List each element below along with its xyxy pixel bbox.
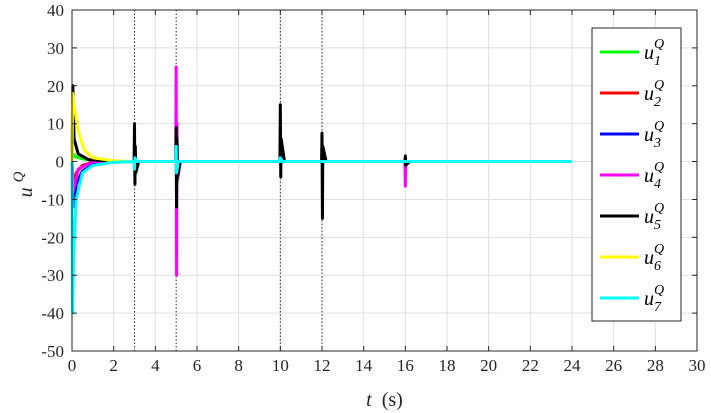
x-tick-label: 18 <box>439 356 456 375</box>
legend-entry-6: u6 Q <box>644 242 664 274</box>
y-tick-label: -20 <box>41 228 64 247</box>
y-axis-label: u Q <box>11 171 37 197</box>
legend-entry-base: u <box>644 83 654 105</box>
legend-entry-4: u4 Q <box>644 160 664 192</box>
legend-entry-sub: 6 <box>654 259 661 274</box>
x-tick-label: 14 <box>355 356 373 375</box>
legend-entry-sup: Q <box>654 78 664 93</box>
legend-entry-base: u <box>644 124 654 146</box>
x-tick-label: 16 <box>397 356 414 375</box>
legend-entry-3: u3 Q <box>644 119 664 151</box>
event-lines <box>134 10 323 351</box>
y-tick-label: 10 <box>47 115 64 134</box>
legend-entry-7: u7 Q <box>644 283 664 315</box>
x-tick-label: 8 <box>234 356 243 375</box>
legend-entry-sub: 7 <box>654 300 662 315</box>
legend-entry-sup: Q <box>654 201 664 216</box>
legend-entry-sup: Q <box>654 283 664 298</box>
legend-entry-sup: Q <box>654 160 664 175</box>
x-tick-label: 28 <box>647 356 664 375</box>
legend-entry-5: u5 Q <box>644 201 664 233</box>
legend-entry-base: u <box>644 42 654 64</box>
y-tick-label: -30 <box>41 266 64 285</box>
y-tick-label: -10 <box>41 190 64 209</box>
x-tick-label: 12 <box>314 356 331 375</box>
legend-entry-1: u1 Q <box>644 37 664 69</box>
y-axis-ticks: -50 -40 -30 -20 -10 0 10 20 30 40 <box>41 1 697 361</box>
legend-entry-base: u <box>644 288 654 310</box>
x-axis-label-symbol: t <box>366 389 372 411</box>
legend-entry-sub: 4 <box>654 177 661 192</box>
legend-entry-base: u <box>644 206 654 228</box>
x-tick-label: 6 <box>193 356 202 375</box>
y-tick-label: 20 <box>47 77 64 96</box>
legend-entry-2: u2 Q <box>644 78 664 110</box>
y-tick-label: 0 <box>56 153 65 172</box>
legend-entry-sup: Q <box>654 37 664 52</box>
legend-entry-sub: 1 <box>654 54 661 69</box>
y-tick-label: 30 <box>47 39 64 58</box>
x-tick-label: 26 <box>605 356 622 375</box>
x-axis-label-unit: (s) <box>382 389 403 411</box>
legend-entry-sup: Q <box>654 119 664 134</box>
x-tick-label: 24 <box>564 356 582 375</box>
y-tick-label: -40 <box>41 304 64 323</box>
axes <box>71 9 698 352</box>
legend-entry-base: u <box>644 165 654 187</box>
x-tick-label: 10 <box>272 356 289 375</box>
x-tick-label: 2 <box>109 356 118 375</box>
y-axis-label-sup: Q <box>11 171 27 182</box>
plot-area-border <box>71 9 698 352</box>
x-tick-label: 0 <box>68 356 77 375</box>
legend-entry-sub: 3 <box>653 136 661 151</box>
x-tick-label: 20 <box>480 356 497 375</box>
x-tick-label: 30 <box>689 356 706 375</box>
x-axis-label: t (s) <box>366 389 403 411</box>
legend-entry-sub: 5 <box>654 218 661 233</box>
svg-text:u Q: u Q <box>11 171 37 197</box>
y-axis-label-base: u <box>15 187 37 197</box>
legend-entry-base: u <box>644 247 654 269</box>
y-tick-label: 40 <box>47 1 64 20</box>
y-tick-label: -50 <box>41 342 64 361</box>
legend-entry-sup: Q <box>654 242 664 257</box>
x-tick-label: 22 <box>522 356 539 375</box>
x-axis-ticks: 0 2 4 6 8 10 12 14 16 18 20 22 24 26 28 30 <box>68 10 706 375</box>
x-tick-label: 4 <box>151 356 160 375</box>
legend-entry-sub: 2 <box>654 95 661 110</box>
